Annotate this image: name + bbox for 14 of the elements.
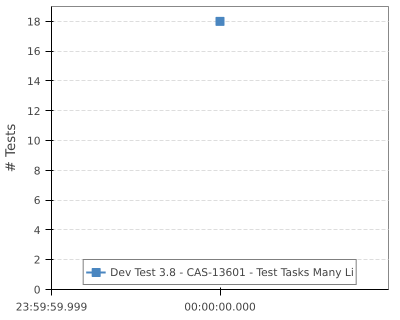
- y-tick-label: 4: [34, 224, 41, 237]
- x-tick-label: 23:59:59.999: [16, 300, 88, 314]
- y-tick-label: 6: [34, 194, 41, 208]
- y-tick-label: 18: [26, 15, 41, 28]
- y-tick-label: 14: [26, 74, 41, 88]
- legend-label: Dev Test 3.8 - CAS-13601 - Test Tasks Many Li: [110, 266, 354, 278]
- y-tick-label: 12: [26, 104, 41, 118]
- y-tick-label: 10: [26, 134, 41, 148]
- y-tick-label: 16: [26, 45, 41, 58]
- y-tick-label: 8: [34, 164, 41, 178]
- x-tick-label: 00:00:00.000: [184, 300, 256, 314]
- y-tick-label: 2: [34, 254, 40, 267]
- y-axis-title: # Tests: [4, 124, 19, 172]
- y-tick-label: 0: [34, 284, 41, 296]
